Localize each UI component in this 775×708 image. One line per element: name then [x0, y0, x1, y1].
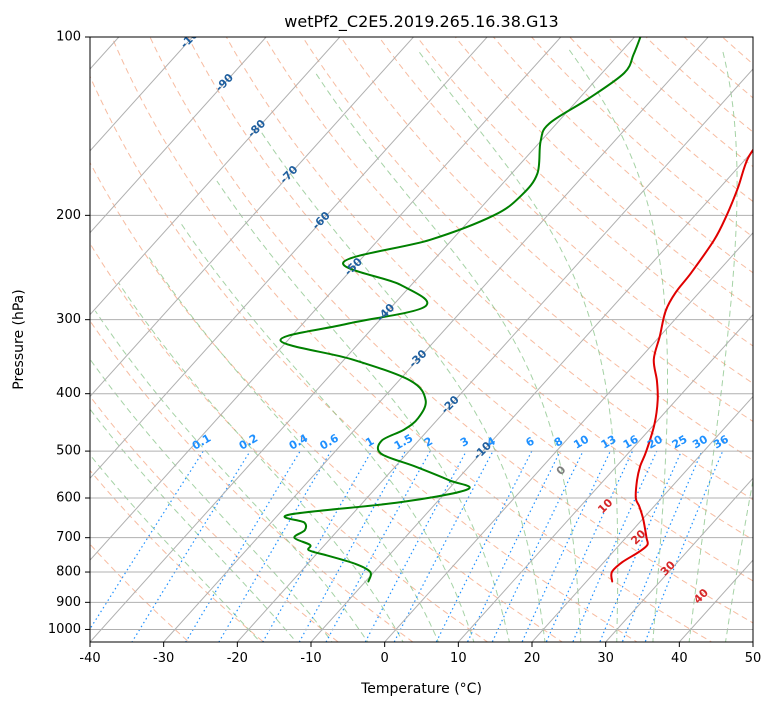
- isotherm-line: [310, 150, 753, 642]
- dry-adiabat-line: [416, 37, 753, 347]
- x-axis-title: Temperature (°C): [360, 681, 482, 697]
- mixing-ratio-line: [545, 450, 634, 642]
- x-axis-ticks: -40 -30 -20 -10 0 10 20 30 40 50: [79, 642, 761, 666]
- dry-adiabat-line: [607, 37, 753, 168]
- dry-adiabats: [90, 37, 753, 642]
- y-tick-label: 300: [56, 312, 81, 327]
- mixing-ratio-line: [599, 450, 682, 642]
- isotherm-line: [90, 37, 415, 398]
- dry-adiabat-line: [111, 37, 713, 642]
- isotherm-line: [457, 313, 753, 642]
- moist-adiabat-line: [261, 132, 546, 642]
- y-tick-label: 1000: [48, 622, 81, 637]
- dry-adiabat-line: [378, 37, 753, 384]
- x-tick-label: 50: [745, 651, 762, 666]
- mixing-ratio-line: [521, 450, 611, 642]
- isotherm-line: [90, 37, 194, 152]
- moist-adiabat-line: [688, 49, 738, 642]
- dry-adiabat-line: [645, 37, 753, 133]
- mixing-ratio-line: [393, 450, 494, 642]
- mixing-ratio-line: [491, 450, 584, 642]
- isotherm-line: [604, 477, 753, 642]
- mixing-ratio-line: [572, 450, 658, 642]
- y-axis-ticks: 100 200 300 400 500 600 700 800 900 1000: [48, 30, 90, 637]
- isotherm-line: [383, 231, 753, 642]
- y-tick-label: 800: [56, 565, 81, 580]
- mixing-ratio-line: [131, 450, 251, 642]
- isotherm-line: [90, 37, 267, 234]
- mixing-ratio-line: [185, 450, 301, 642]
- dry-adiabat-line: [90, 543, 190, 642]
- dry-adiabat-line: [90, 161, 564, 642]
- mixing-ratio-line: [435, 450, 533, 642]
- chart-title: wetPf2_C2E5.2019.265.16.38.G13: [284, 12, 558, 32]
- x-tick-label: -20: [227, 651, 248, 666]
- moist-adiabat-line: [90, 408, 297, 642]
- plot-frame: [89, 36, 754, 643]
- plot-area: -100-90-80-70-60-50-40-30-20-100.10.20.4…: [90, 37, 753, 642]
- mixing-ratio-line: [218, 450, 332, 642]
- moist-adiabats: [90, 49, 753, 642]
- y-tick-label: 200: [56, 208, 81, 223]
- dry-adiabat-line: [530, 37, 753, 238]
- moist-adiabat-line: [315, 72, 582, 642]
- y-tick-label: 700: [56, 530, 81, 545]
- moist-adiabat-line: [179, 221, 475, 642]
- dry-adiabat-line: [225, 37, 753, 541]
- dry-adiabat-line: [90, 242, 489, 642]
- y-tick-label: 500: [56, 444, 81, 459]
- dry-adiabat-line: [340, 37, 753, 423]
- isotherm-line: [531, 395, 753, 642]
- moist-adiabat-line: [90, 358, 333, 642]
- x-tick-label: 30: [597, 651, 614, 666]
- moist-adiabat-line: [568, 49, 668, 642]
- isotherm-line: [90, 37, 341, 316]
- sounding-series: [279, 37, 753, 583]
- isotherm-line: [90, 37, 636, 642]
- dry-adiabat-line: [90, 395, 339, 642]
- mixing-ratio-line: [644, 450, 724, 642]
- moist-adiabat-line: [148, 256, 440, 642]
- x-tick-label: -40: [79, 651, 100, 666]
- mixing-ratio-line: [621, 450, 703, 642]
- isotherm-line: [236, 68, 753, 642]
- x-tick-label: 40: [671, 651, 688, 666]
- isotherm-line: [90, 37, 562, 561]
- moist-adiabat-line: [416, 49, 619, 642]
- y-axis-title: Pressure (hPa): [11, 289, 27, 389]
- x-tick-label: 0: [381, 651, 389, 666]
- dry-adiabat-line: [90, 320, 414, 642]
- temperature-profile-line: [610, 148, 753, 583]
- moist-adiabat-line: [90, 454, 261, 642]
- x-tick-label: 20: [524, 651, 541, 666]
- dry-adiabat-line: [569, 37, 753, 203]
- mixing-ratio-line: [262, 450, 373, 642]
- isotherm-line: [162, 37, 709, 642]
- pressure-gridlines: [90, 37, 753, 630]
- dry-adiabat-line: [90, 75, 638, 642]
- x-tick-label: 10: [450, 651, 467, 666]
- isotherms: [90, 37, 753, 642]
- dry-adiabat-line: [149, 37, 753, 624]
- dewpoint-profile-line: [279, 37, 642, 583]
- y-tick-label: 100: [56, 30, 81, 45]
- x-tick-label: -10: [300, 651, 321, 666]
- y-tick-label: 400: [56, 386, 81, 401]
- isotherm-line: [90, 37, 488, 480]
- moist-adiabat-line: [94, 310, 369, 642]
- y-tick-label: 900: [56, 595, 81, 610]
- x-tick-label: -30: [153, 651, 174, 666]
- moist-adiabat-line: [725, 477, 753, 642]
- y-tick-label: 600: [56, 491, 81, 506]
